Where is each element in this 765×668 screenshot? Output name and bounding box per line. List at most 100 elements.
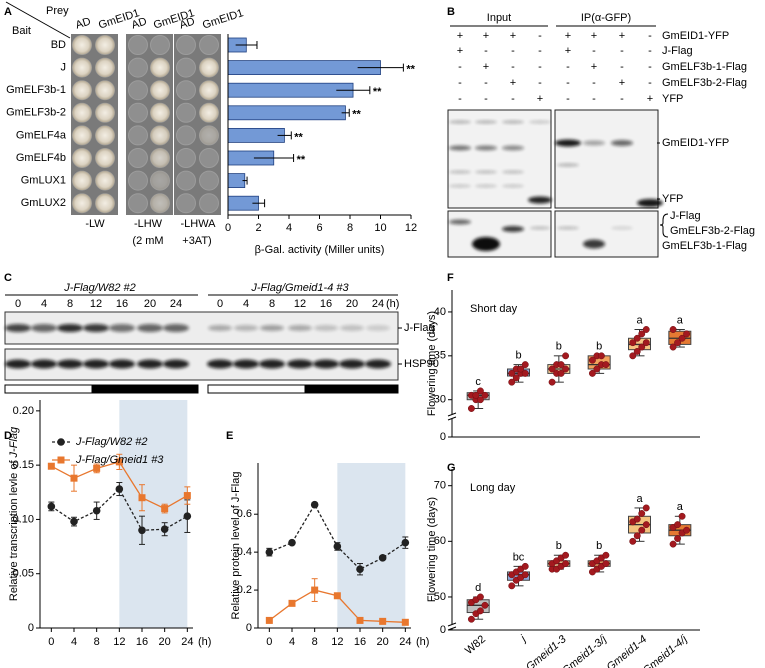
group-label: Input — [487, 12, 511, 24]
sign: - — [648, 77, 652, 89]
point — [674, 521, 682, 529]
x-tick-label: j — [517, 633, 529, 645]
point — [633, 515, 641, 523]
blot-band — [259, 359, 285, 369]
x-tick-label: 8 — [94, 636, 100, 648]
yeast-spot — [72, 35, 92, 55]
group-letter: b — [556, 540, 562, 552]
sign: - — [648, 61, 652, 73]
group-letter: a — [636, 314, 643, 326]
yeast-spot — [95, 125, 115, 145]
yeast-spot — [72, 125, 92, 145]
panel-letter: E — [226, 430, 233, 442]
blot-band — [109, 324, 135, 332]
band-brace — [659, 213, 669, 238]
y-tick-label: 0 — [246, 622, 252, 634]
point — [476, 387, 484, 395]
point — [481, 391, 489, 399]
group-letter: b — [515, 350, 521, 362]
blot-band — [207, 359, 233, 369]
blot-band — [475, 170, 497, 174]
point — [467, 615, 475, 623]
group-letter: b — [596, 540, 602, 552]
y-tick-label: 0.15 — [13, 459, 34, 471]
sign: - — [458, 77, 462, 89]
point — [160, 525, 169, 533]
group-letter: b — [596, 341, 602, 353]
yeast-spot — [199, 103, 219, 123]
blot-band — [5, 324, 31, 332]
point — [669, 343, 677, 351]
significance: ** — [373, 86, 382, 98]
yeast-spot — [150, 193, 170, 213]
yeast-spot — [95, 193, 115, 213]
time-label: 20 — [144, 298, 156, 310]
shaded-region — [119, 400, 188, 628]
yeast-spot — [150, 125, 170, 145]
band-label: GmELF3b-1-Flag — [662, 240, 747, 252]
x-tick-label: 20 — [159, 636, 171, 648]
sign: - — [511, 61, 515, 73]
sign: - — [538, 77, 542, 89]
yeast-spot-base — [176, 193, 196, 214]
sign: - — [592, 45, 596, 57]
y-axis-label-part: Relative protein level of J-Flag — [230, 472, 242, 620]
blot — [554, 109, 659, 209]
sign: - — [566, 93, 570, 105]
point — [521, 361, 529, 369]
time-label: 24 — [372, 298, 384, 310]
group-letter: a — [636, 493, 643, 505]
x-axis-label: β-Gal. activity (Miller units) — [255, 244, 385, 256]
sign: - — [648, 30, 652, 42]
y-tick-label: 40 — [434, 306, 446, 318]
y-axis-label: Flowering time (days) — [426, 497, 438, 602]
blot-band — [557, 226, 579, 230]
photoperiod-bar — [4, 384, 93, 394]
point — [602, 551, 610, 559]
x-tick-label: 8 — [312, 636, 318, 648]
line-label: J-Flag/W82 #2 — [63, 282, 136, 294]
sign: + — [537, 93, 543, 105]
medium-note: +3AT) — [182, 235, 211, 247]
time-label: 0 — [15, 298, 21, 310]
blot-band — [557, 163, 579, 167]
significance: ** — [297, 154, 306, 166]
point — [562, 551, 570, 559]
y-tick-label: 0.10 — [13, 513, 34, 525]
sign: - — [484, 45, 488, 57]
blot-band — [137, 324, 163, 332]
y-tick-label: 0 — [28, 622, 34, 634]
point — [602, 560, 610, 568]
panel-letter: D — [4, 430, 12, 442]
sign: + — [457, 45, 463, 57]
blot-band — [366, 325, 390, 331]
x-tick-label: 12 — [405, 222, 417, 234]
sign: + — [565, 45, 571, 57]
yeast-spot — [95, 80, 115, 100]
yeast-spot — [95, 35, 115, 55]
point — [265, 548, 274, 556]
blot-band — [449, 184, 471, 188]
yeast-spot — [150, 103, 170, 123]
band-label: YFP — [662, 193, 683, 205]
legend-label: J-Flag/Gmeid1 #3 — [75, 454, 164, 466]
blot-band — [611, 226, 633, 230]
blot-band — [502, 145, 524, 151]
construct-label: GmEID1-YFP — [662, 30, 729, 42]
blot-band — [530, 226, 550, 230]
blot-band — [583, 239, 605, 249]
blot-band — [109, 359, 135, 369]
sign: + — [591, 61, 597, 73]
y-tick-label: 30 — [434, 394, 446, 406]
x-tick-label: 24 — [399, 636, 411, 648]
point — [597, 352, 605, 360]
time-label: 12 — [294, 298, 306, 310]
panel-letter: C — [4, 272, 12, 284]
sign: + — [510, 77, 516, 89]
yeast-spot-base — [199, 193, 219, 214]
point — [669, 540, 677, 548]
panel-letter: F — [447, 272, 454, 284]
blot-band — [208, 325, 232, 331]
yeast-spot — [95, 148, 115, 168]
panel-letter: B — [447, 6, 455, 18]
